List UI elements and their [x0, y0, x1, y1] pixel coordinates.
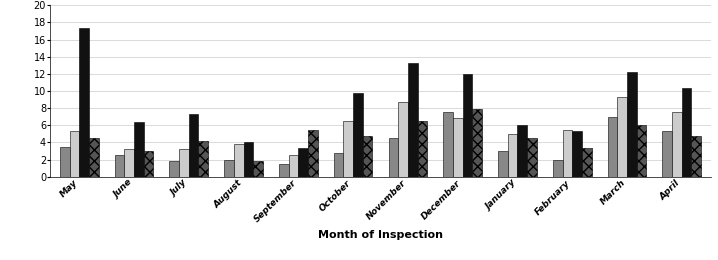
Bar: [627, 72, 637, 177]
Bar: [334, 153, 343, 177]
Bar: [527, 138, 537, 177]
Bar: [607, 117, 617, 177]
Bar: [582, 148, 592, 177]
Bar: [308, 129, 317, 177]
Bar: [343, 121, 353, 177]
Bar: [243, 142, 253, 177]
Bar: [363, 136, 373, 177]
Bar: [663, 131, 672, 177]
Bar: [637, 125, 646, 177]
Bar: [299, 148, 308, 177]
X-axis label: Month of Inspection: Month of Inspection: [318, 230, 443, 240]
Bar: [682, 88, 691, 177]
Bar: [79, 28, 89, 177]
Bar: [553, 160, 563, 177]
Bar: [353, 93, 363, 177]
Bar: [563, 129, 572, 177]
Bar: [234, 144, 243, 177]
Bar: [189, 114, 198, 177]
Bar: [124, 149, 134, 177]
Bar: [572, 131, 582, 177]
Bar: [388, 138, 398, 177]
Bar: [180, 149, 189, 177]
Bar: [115, 155, 124, 177]
Bar: [691, 136, 701, 177]
Bar: [518, 125, 527, 177]
Bar: [144, 151, 154, 177]
Bar: [418, 121, 427, 177]
Bar: [498, 151, 508, 177]
Bar: [672, 112, 682, 177]
Bar: [398, 102, 408, 177]
Bar: [472, 109, 482, 177]
Bar: [198, 141, 208, 177]
Bar: [134, 122, 144, 177]
Bar: [169, 161, 180, 177]
Bar: [453, 119, 462, 177]
Bar: [253, 161, 263, 177]
Bar: [289, 155, 299, 177]
Bar: [444, 112, 453, 177]
Bar: [60, 147, 70, 177]
Bar: [224, 160, 234, 177]
Bar: [617, 97, 627, 177]
Bar: [279, 164, 289, 177]
Bar: [408, 63, 418, 177]
Bar: [89, 138, 98, 177]
Bar: [462, 74, 472, 177]
Bar: [508, 134, 518, 177]
Bar: [70, 131, 79, 177]
